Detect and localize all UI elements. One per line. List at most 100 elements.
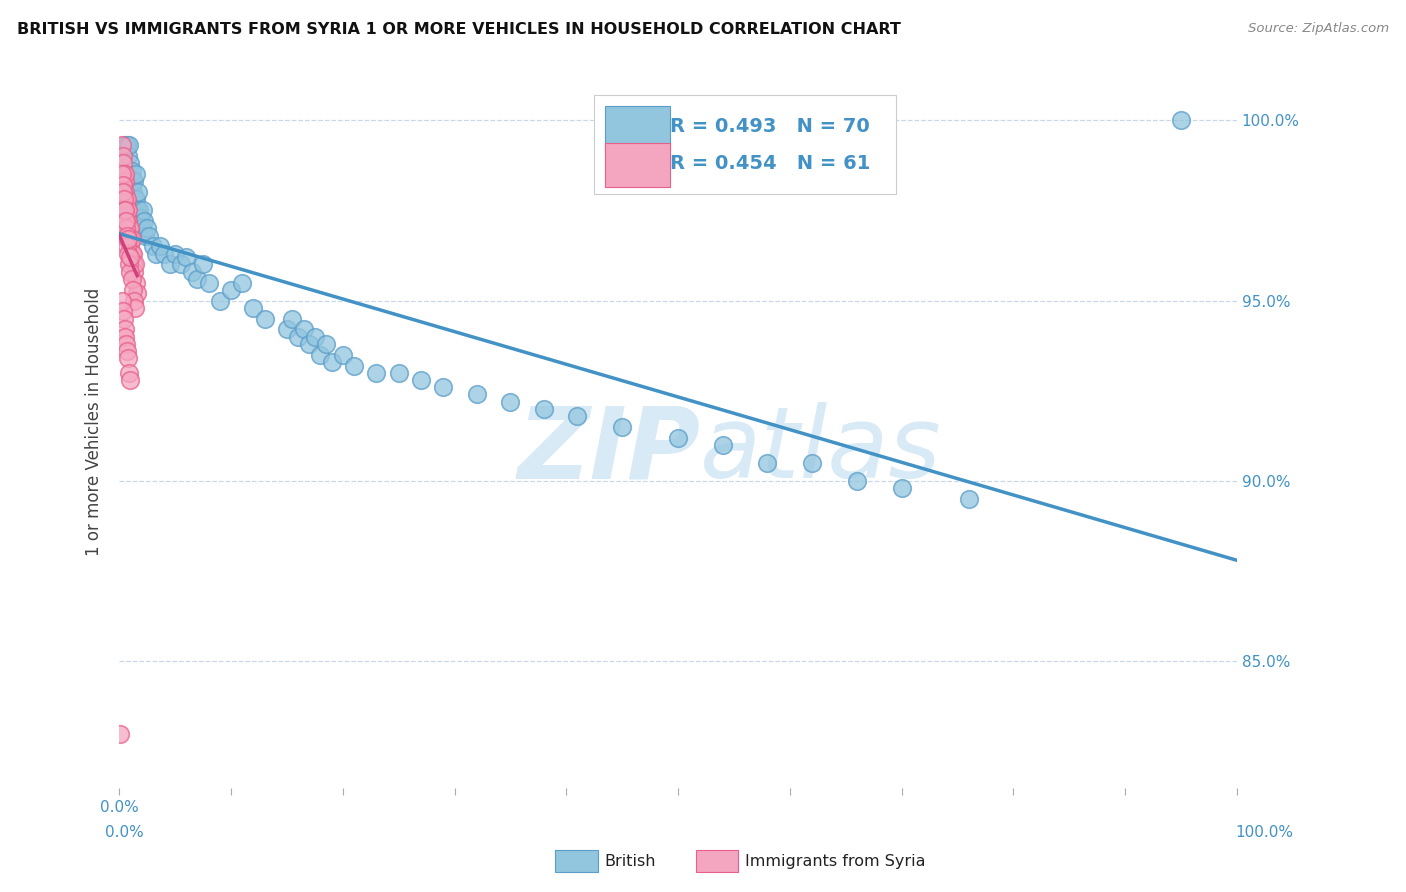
- Point: [253, 311, 276, 326]
- Point: [309, 348, 332, 362]
- Point: [191, 257, 214, 271]
- Point: [186, 272, 208, 286]
- Point: [176, 250, 198, 264]
- Point: [281, 311, 304, 326]
- Point: [112, 167, 135, 181]
- Point: [165, 246, 187, 260]
- Point: [115, 203, 138, 218]
- Point: [120, 221, 142, 235]
- Text: atlas: atlas: [700, 402, 942, 500]
- Point: [409, 373, 432, 387]
- Point: [118, 138, 141, 153]
- Point: [121, 232, 143, 246]
- Point: [666, 431, 689, 445]
- Point: [127, 286, 149, 301]
- Point: [111, 304, 134, 318]
- Point: [231, 276, 253, 290]
- Point: [118, 221, 141, 235]
- Point: [276, 322, 298, 336]
- Point: [121, 257, 143, 271]
- Point: [110, 293, 132, 308]
- Point: [332, 348, 354, 362]
- Point: [136, 221, 159, 235]
- Point: [756, 456, 779, 470]
- Point: [499, 394, 522, 409]
- Point: [118, 228, 141, 243]
- Point: [115, 193, 138, 207]
- Point: [197, 276, 219, 290]
- Point: [120, 373, 142, 387]
- Point: [366, 366, 388, 380]
- Point: [117, 351, 139, 366]
- Point: [114, 174, 136, 188]
- Point: [121, 246, 143, 260]
- Point: [117, 203, 139, 218]
- Point: [170, 257, 193, 271]
- Point: [145, 246, 167, 260]
- Point: [117, 246, 139, 260]
- Point: [287, 329, 309, 343]
- Text: ZIP: ZIP: [517, 402, 700, 500]
- Point: [125, 167, 148, 181]
- Point: [110, 167, 132, 181]
- Point: [321, 355, 343, 369]
- Point: [124, 203, 146, 218]
- Point: [801, 456, 824, 470]
- Point: [138, 228, 160, 243]
- Point: [115, 228, 138, 243]
- Point: [115, 138, 138, 153]
- Point: [432, 380, 454, 394]
- Point: [1170, 113, 1192, 128]
- Text: Immigrants from Syria: Immigrants from Syria: [745, 855, 925, 869]
- Point: [142, 239, 165, 253]
- Point: [122, 265, 145, 279]
- Point: [115, 211, 138, 225]
- Point: [122, 174, 145, 188]
- Point: [315, 336, 337, 351]
- Point: [120, 239, 142, 253]
- Text: R = 0.454   N = 61: R = 0.454 N = 61: [671, 154, 870, 173]
- Point: [118, 257, 141, 271]
- Point: [124, 193, 146, 207]
- Point: [180, 265, 202, 279]
- Point: [132, 214, 155, 228]
- Point: [292, 322, 315, 336]
- Point: [131, 221, 153, 235]
- Point: [125, 276, 148, 290]
- Point: [120, 250, 142, 264]
- Text: 0.0%: 0.0%: [105, 825, 145, 839]
- Point: [121, 272, 143, 286]
- Point: [118, 366, 141, 380]
- Point: [112, 311, 135, 326]
- Point: [111, 178, 134, 192]
- Point: [111, 149, 134, 163]
- Point: [121, 186, 143, 200]
- Point: [117, 221, 139, 235]
- Point: [115, 193, 138, 207]
- Point: [114, 214, 136, 228]
- Point: [153, 246, 176, 260]
- Point: [115, 239, 138, 253]
- Text: British: British: [605, 855, 657, 869]
- Text: R = 0.493   N = 70: R = 0.493 N = 70: [671, 118, 870, 136]
- Point: [465, 387, 488, 401]
- Point: [124, 257, 146, 271]
- FancyBboxPatch shape: [606, 106, 671, 151]
- Point: [890, 481, 912, 495]
- Point: [208, 293, 231, 308]
- Point: [115, 344, 138, 359]
- Text: 100.0%: 100.0%: [1236, 825, 1294, 839]
- Point: [533, 401, 555, 416]
- Point: [115, 203, 138, 218]
- Point: [120, 167, 142, 181]
- Point: [957, 491, 980, 506]
- Point: [343, 359, 366, 373]
- Point: [114, 203, 136, 218]
- Point: [124, 301, 146, 315]
- Point: [115, 214, 138, 228]
- Point: [121, 283, 143, 297]
- Point: [117, 149, 139, 163]
- Point: [304, 329, 326, 343]
- Point: [114, 322, 136, 336]
- Point: [610, 420, 633, 434]
